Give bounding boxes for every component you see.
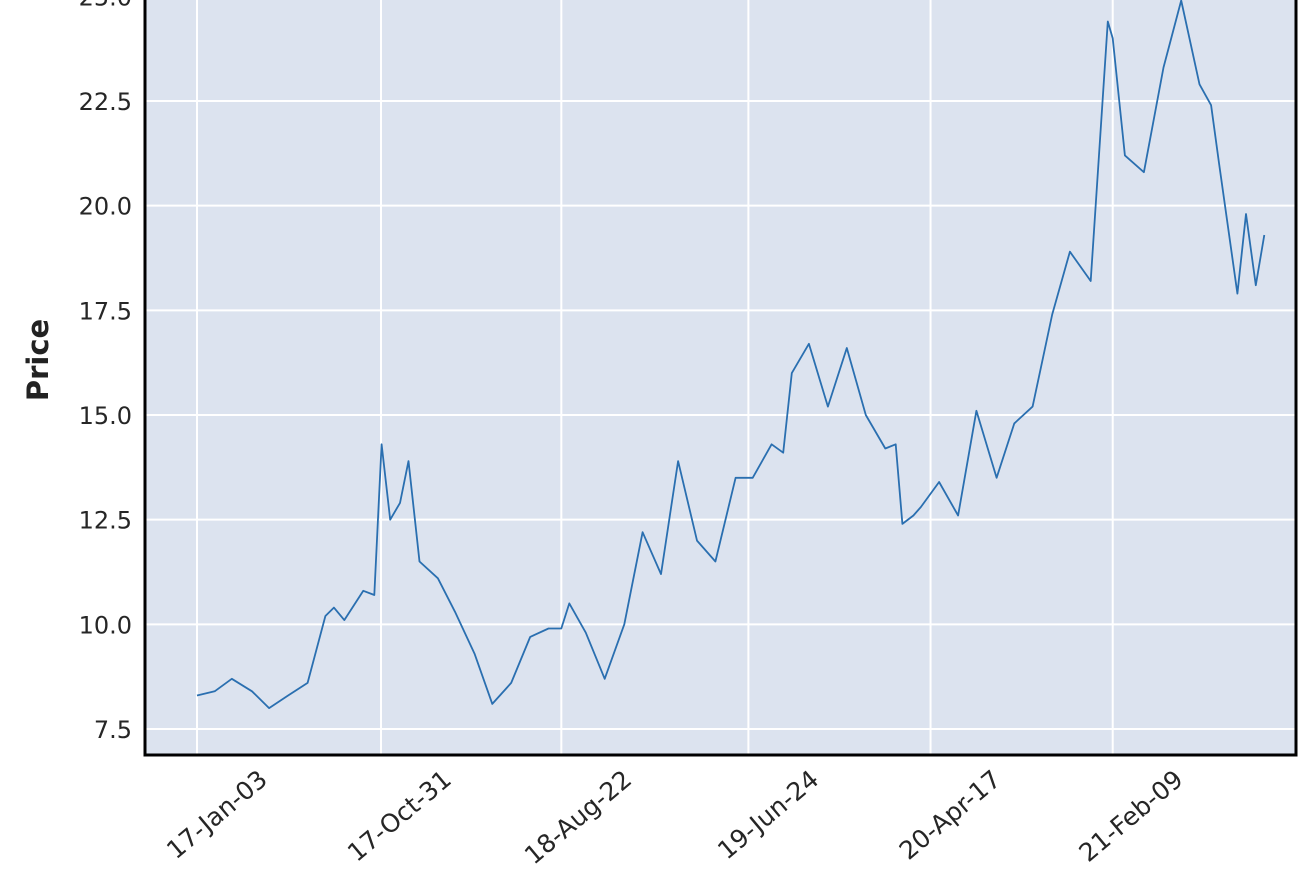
x-tick-label: 17-Oct-31 — [342, 764, 457, 867]
x-tick-label: 19-Jun-24 — [712, 764, 824, 865]
y-tick-label: 15.0 — [79, 402, 132, 430]
x-tick-label: 20-Apr-17 — [894, 764, 1007, 865]
plot-frame — [143, 0, 1298, 757]
y-tick-label: 7.5 — [94, 716, 132, 744]
x-tick-label: 17-Jan-03 — [161, 764, 273, 864]
y-tick-label: 17.5 — [79, 297, 132, 325]
y-tick-label: 20.0 — [79, 193, 132, 221]
y-axis-tick-labels: 7.5 10.0 12.5 15.0 17.5 20.0 22.5 25.0 — [79, 0, 132, 744]
y-tick-label: 22.5 — [79, 88, 132, 116]
y-tick-label: 12.5 — [79, 507, 132, 535]
plot-background — [145, 0, 1296, 755]
x-tick-label: 21-Feb-09 — [1073, 764, 1188, 867]
y-tick-label: 25.0 — [79, 0, 132, 11]
price-series-line — [196, 0, 1266, 709]
x-tick-label: 18-Aug-22 — [519, 764, 637, 870]
x-axis-tick-labels: 17-Jan-03 17-Oct-31 18-Aug-22 19-Jun-24 20-A… — [161, 764, 1189, 870]
y-axis-label: Price — [21, 319, 55, 401]
y-tick-label: 10.0 — [79, 611, 132, 639]
